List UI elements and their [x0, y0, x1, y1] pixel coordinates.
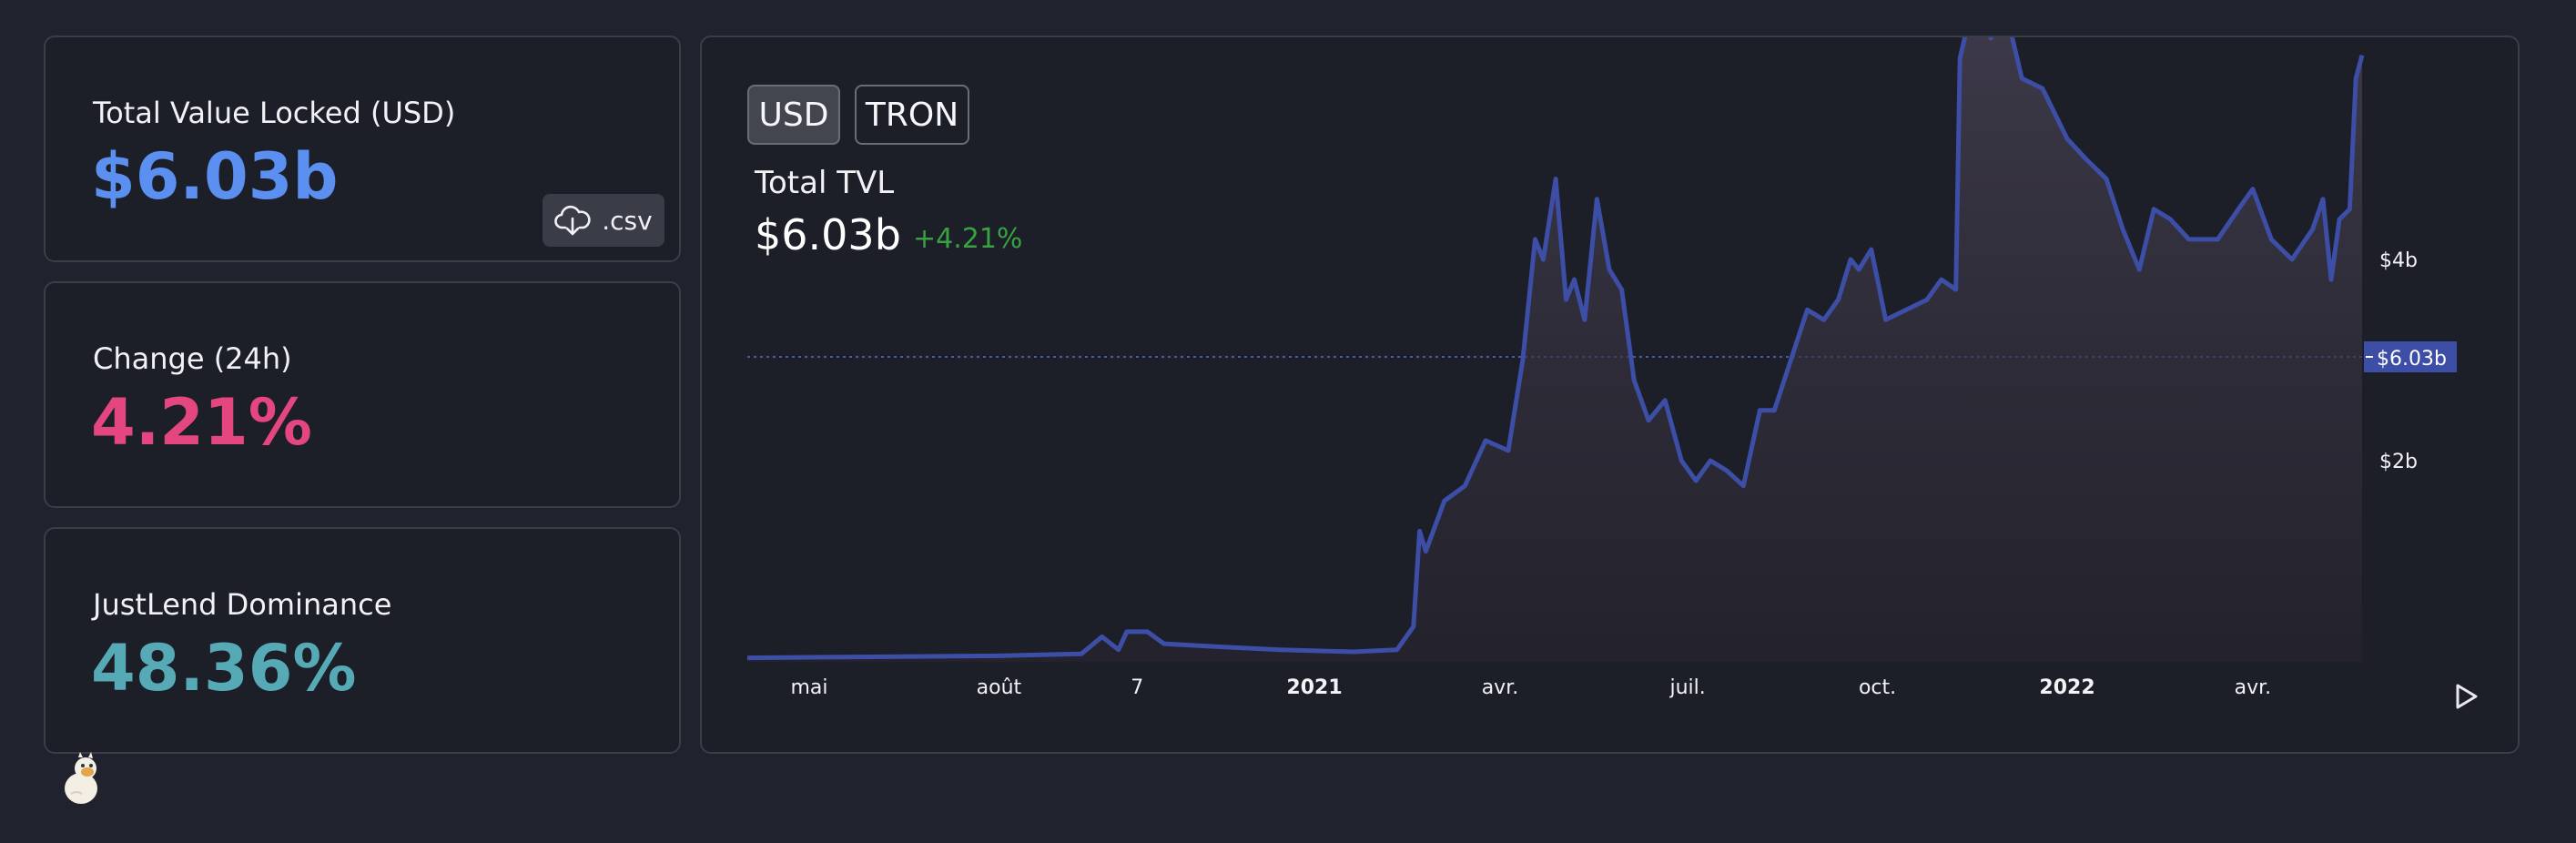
csv-label: .csv [602, 205, 653, 236]
x-tick-label: 2022 [2039, 676, 2094, 699]
dominance-stat-label: JustLend Dominance [93, 587, 392, 622]
x-axis: mai août 7 2021 avr. juil. oct. 2022 avr. [790, 676, 2271, 699]
tvl-line [746, 37, 2365, 661]
cloud-download-icon [554, 205, 591, 236]
tvl-stat-value: $6.03b [91, 139, 339, 214]
change-stat-label: Change (24h) [93, 341, 292, 376]
tvl-chart[interactable]: mai août 7 2021 avr. juil. oct. 2022 avr. $2b $4b… [702, 37, 2521, 756]
x-tick-label: avr. [2235, 676, 2272, 699]
change-stat-value: 4.21% [91, 385, 312, 460]
tvl-stat-label: Total Value Locked (USD) [93, 96, 456, 130]
toggle-usd-button[interactable]: USD [747, 85, 840, 145]
y-tick-label: $2b [2379, 451, 2418, 473]
current-value-label: $6.03b [2377, 348, 2447, 371]
x-tick-label: 7 [1131, 676, 1143, 699]
total-tvl-change: +4.21% [913, 223, 1023, 255]
x-tick-label: mai [790, 676, 827, 699]
total-tvl-label: Total TVL [755, 165, 895, 201]
play-icon[interactable] [2452, 682, 2480, 711]
download-csv-button[interactable]: .csv [543, 194, 664, 247]
y-axis: $2b$4b$8b [2379, 249, 2418, 473]
x-tick-label: oct. [1859, 676, 1896, 699]
x-tick-label: 2021 [1286, 676, 1342, 699]
current-value-marker: $6.03b [2364, 341, 2457, 372]
stat-card-dominance: JustLend Dominance 48.36% [44, 527, 681, 754]
x-tick-label: juil. [1668, 676, 1705, 699]
dominance-stat-value: 48.36% [91, 631, 357, 706]
x-tick-label: avr. [1482, 676, 1519, 699]
y-tick-label: $4b [2379, 249, 2418, 272]
total-tvl-value: $6.03b [755, 210, 901, 259]
llama-mascot-icon [65, 752, 97, 804]
stat-card-tvl: Total Value Locked (USD) $6.03b .csv [44, 36, 681, 262]
toggle-tron-button[interactable]: TRON [855, 85, 969, 145]
tvl-area [747, 37, 2362, 662]
chart-card: USD TRON Total TVL $6.03b +4.21% mai août… [700, 36, 2520, 754]
stat-card-change: Change (24h) 4.21% [44, 281, 681, 508]
x-tick-label: août [977, 676, 1022, 699]
